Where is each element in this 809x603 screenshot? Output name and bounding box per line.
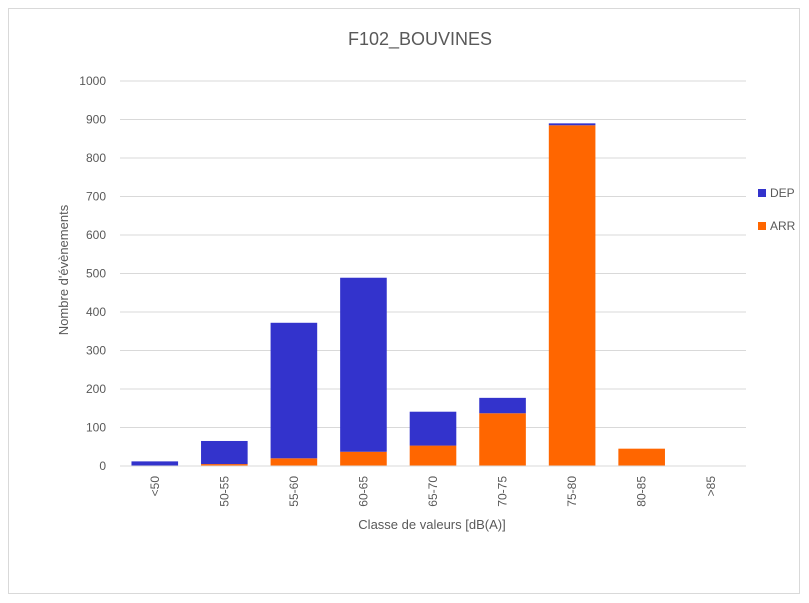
y-tick-label: 400 [86,305,106,319]
x-tick-label: 75-80 [565,476,579,507]
bar-arr-2 [270,458,318,466]
y-axis-ticks: 0 100 200 300 400 500 600 700 800 900 1000 [79,74,106,473]
x-tick-label: 65-70 [426,476,440,507]
bar-dep-3 [340,277,387,452]
bar-arr-7 [618,448,665,466]
x-tick-label: 70-75 [496,476,510,507]
bar-dep-2 [270,322,318,459]
y-tick-label: 800 [86,151,106,165]
x-tick-label: <50 [148,476,162,497]
y-tick-label: 600 [86,228,106,242]
y-tick-label: 1000 [79,74,106,88]
bar-dep-6 [548,123,596,126]
bar-dep-5 [479,397,526,414]
bars [131,123,665,467]
bar-dep-0 [131,461,179,466]
y-tick-label: 500 [86,267,106,281]
legend-swatch-arr [758,222,766,230]
legend-label-arr: ARR [770,219,796,233]
legend-label-dep: DEP [770,186,795,200]
chart-title: F102_BOUVINES [348,29,492,50]
legend-swatch-dep [758,189,766,197]
bar-arr-4 [409,445,457,466]
x-tick-label: 50-55 [217,476,231,507]
x-axis-label: Classe de valeurs [dB(A)] [358,517,505,532]
legend: DEP ARR [758,186,796,233]
bar-dep-4 [409,411,457,446]
y-tick-label: 900 [86,113,106,127]
y-tick-label: 0 [99,459,106,473]
x-tick-label: 60-65 [356,476,370,507]
bar-arr-3 [340,451,387,466]
x-tick-label: 55-60 [287,476,301,507]
y-tick-label: 300 [86,344,106,358]
x-tick-label: 80-85 [635,476,649,507]
y-tick-label: 200 [86,382,106,396]
y-axis-label: Nombre d'évènements [56,204,71,335]
chart-frame [8,8,800,594]
bar-arr-1 [201,464,248,466]
x-tick-label: >85 [704,476,718,497]
x-axis-ticks: <50 50-55 55-60 60-65 65-70 70-75 75-80 80-85 >8… [148,476,718,507]
grid-lines [120,80,746,428]
y-tick-label: 100 [86,421,106,435]
y-tick-label: 700 [86,190,106,204]
bar-arr-5 [479,413,526,466]
bar-dep-1 [201,440,248,465]
bar-arr-6 [548,125,596,467]
